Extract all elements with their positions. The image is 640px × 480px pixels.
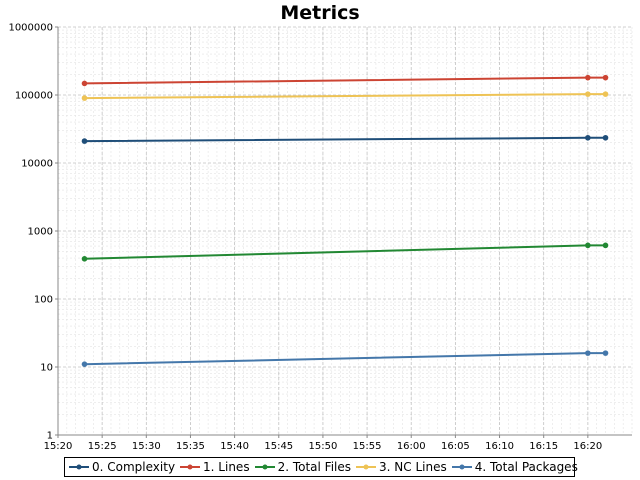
legend-label: 2. Total Files: [277, 460, 352, 474]
data-point: [585, 74, 591, 81]
x-tick-label: 15:20: [44, 441, 73, 452]
legend-swatch: [451, 464, 472, 470]
legend-label: 3. NC Lines: [379, 460, 447, 474]
grid-lines: [57, 26, 633, 436]
legend-swatch-marker: [262, 464, 268, 470]
legend-item: 4. Total Packages: [451, 460, 578, 474]
data-point: [81, 361, 88, 367]
legend-swatch-marker: [459, 464, 465, 470]
y-tick-label: 100: [34, 295, 53, 306]
legend-swatch: [180, 464, 201, 470]
legend-item: 2. Total Files: [254, 460, 352, 474]
data-point: [602, 74, 609, 81]
x-tick-label: 15:25: [88, 441, 117, 452]
data-point: [81, 138, 88, 144]
data-point: [81, 80, 88, 87]
legend-swatch-marker: [76, 464, 82, 470]
data-point: [602, 91, 609, 97]
data-point: [585, 91, 591, 97]
data-point: [585, 350, 591, 356]
data-point: [81, 256, 88, 262]
y-tick-label: 10000: [21, 159, 53, 170]
x-tick-label: 15:55: [353, 441, 382, 452]
x-tick-label: 16:10: [485, 441, 514, 452]
x-tick-label: 15:30: [132, 441, 161, 452]
data-point: [602, 350, 609, 356]
x-tick-label: 16:15: [529, 441, 558, 452]
legend-label: 1. Lines: [203, 460, 250, 474]
x-tick-label: 15:45: [264, 441, 293, 452]
data-point: [81, 95, 88, 101]
x-tick-label: 15:35: [176, 441, 205, 452]
x-tick-label: 16:05: [441, 441, 470, 452]
y-tick-label: 1000: [28, 227, 53, 238]
x-tick-label: 15:40: [220, 441, 249, 452]
legend-item: 3. NC Lines: [356, 460, 447, 474]
x-tick-label: 16:20: [573, 441, 602, 452]
y-tick-label: 10: [40, 363, 53, 374]
legend-item: 1. Lines: [180, 460, 250, 474]
data-point: [602, 134, 609, 141]
y-axis-ticks: 1 10 100 1000 10000 100000 1000000: [8, 23, 58, 442]
chart-title: Metrics: [280, 2, 360, 24]
data-point: [585, 242, 591, 249]
legend-swatch: [254, 464, 275, 470]
series-lines: [81, 74, 609, 367]
legend: 0. Complexity 1. Lines 2. Total Files 3. NC…: [64, 457, 578, 477]
legend-swatch-marker: [363, 464, 369, 470]
y-tick-label: 1000000: [8, 23, 53, 34]
data-point: [585, 134, 591, 141]
legend-label: 4. Total Packages: [474, 460, 578, 474]
x-tick-label: 16:00: [397, 441, 426, 452]
x-axis-ticks: 15:20 15:25 15:30 15:35 15:40 15:45 15:50 15:55…: [44, 435, 602, 452]
legend-label: 0. Complexity: [92, 460, 176, 474]
legend-swatch: [356, 464, 377, 470]
y-tick-label: 1: [47, 431, 53, 442]
x-tick-label: 15:50: [309, 441, 338, 452]
legend-item: 0. Complexity: [69, 460, 175, 474]
data-point: [602, 242, 609, 249]
legend-swatch: [69, 464, 89, 470]
legend-swatch-marker: [187, 464, 193, 470]
y-tick-label: 100000: [15, 91, 53, 102]
